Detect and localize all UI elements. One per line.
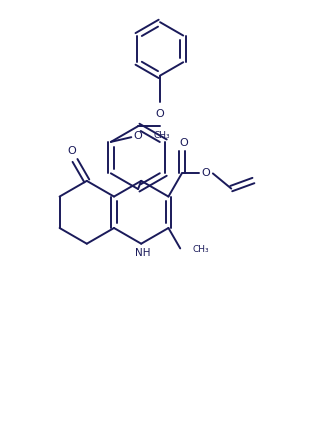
Text: O: O xyxy=(68,146,76,156)
Text: CH₃: CH₃ xyxy=(154,131,171,140)
Text: NH: NH xyxy=(135,247,151,257)
Text: O: O xyxy=(179,138,188,148)
Text: CH₃: CH₃ xyxy=(192,244,209,253)
Text: O: O xyxy=(155,109,164,119)
Text: O: O xyxy=(202,168,210,178)
Text: O: O xyxy=(134,131,143,141)
